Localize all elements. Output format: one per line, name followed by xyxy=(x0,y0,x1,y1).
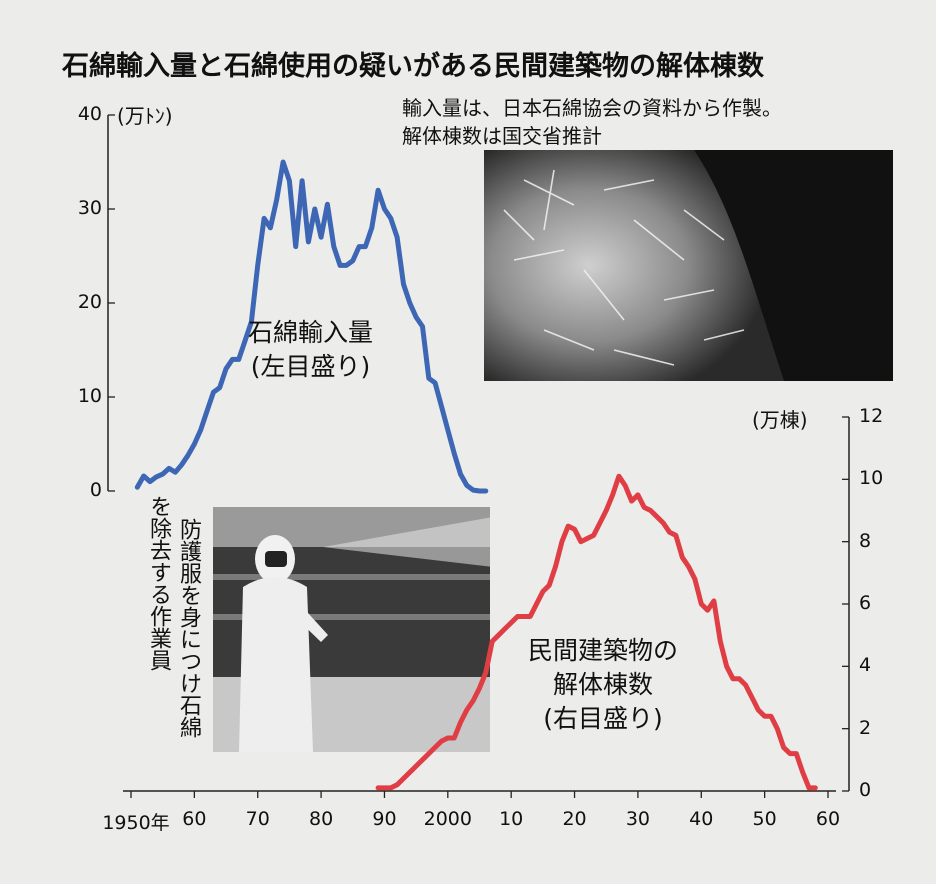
asbestos-fiber-image xyxy=(484,150,893,381)
left-axis-unit: (万ﾄﾝ) xyxy=(117,104,173,128)
x-tick-label: 10 xyxy=(499,808,524,830)
worker-image xyxy=(213,507,490,752)
left-tick-label: 0 xyxy=(89,479,102,501)
x-tick-label: 20 xyxy=(562,808,587,830)
x-tick-label: 80 xyxy=(308,808,334,830)
demolition-series-name: 民間建築物の xyxy=(528,636,679,665)
demolition-series-axis-note: (右目盛り) xyxy=(543,704,663,733)
source-note-line-2: 解体棟数は国交省推計 xyxy=(402,124,602,148)
photo-caption-line-2: を除去する作業員 xyxy=(146,495,171,671)
right-tick-label: 12 xyxy=(859,405,884,427)
x-tick-label: 90 xyxy=(372,808,397,830)
worker-photo xyxy=(213,507,490,752)
x-tick-label: 1950年 xyxy=(102,812,170,834)
import-series-axis-note: (左目盛り) xyxy=(250,352,371,381)
right-tick-label: 8 xyxy=(859,529,872,552)
right-tick-label: 6 xyxy=(859,592,872,614)
import-series-line xyxy=(134,159,489,494)
left-tick-label: 30 xyxy=(77,197,102,219)
x-tick-label: 2000 xyxy=(423,808,472,830)
x-tick-label: 60 xyxy=(815,808,841,830)
left-tick-label: 20 xyxy=(77,291,102,313)
right-tick-label: 0 xyxy=(859,779,872,801)
demolition-series-name-2: 解体棟数 xyxy=(553,670,654,699)
source-note-line-1: 輸入量は、日本石綿協会の資料から作製。 xyxy=(402,96,782,120)
x-tick-label: 60 xyxy=(182,808,207,830)
import-series-label: 石綿輸入量 (左目盛り) xyxy=(248,316,373,384)
x-tick-label: 40 xyxy=(689,808,714,830)
import-series-name: 石綿輸入量 xyxy=(248,318,374,347)
right-tick-label: 4 xyxy=(859,654,872,677)
left-tick-label: 40 xyxy=(77,103,102,125)
x-tick-label: 70 xyxy=(245,808,270,830)
photo-caption-line-1: 防護服を身につけ石綿 xyxy=(176,518,201,738)
chart-title: 石綿輸入量と石綿使用の疑いがある民間建築物の解体棟数 xyxy=(62,51,764,82)
left-tick-label: 10 xyxy=(77,385,102,407)
asbestos-fiber-photo xyxy=(484,150,893,381)
demolition-series-label: 民間建築物の 解体棟数 (右目盛り) xyxy=(528,634,678,736)
right-tick-label: 10 xyxy=(859,467,884,490)
x-tick-label: 30 xyxy=(625,808,650,830)
right-axis-unit: (万棟) xyxy=(752,408,808,432)
right-tick-label: 2 xyxy=(859,716,872,739)
x-tick-label: 50 xyxy=(752,808,777,830)
demolition-series-line xyxy=(375,473,818,791)
